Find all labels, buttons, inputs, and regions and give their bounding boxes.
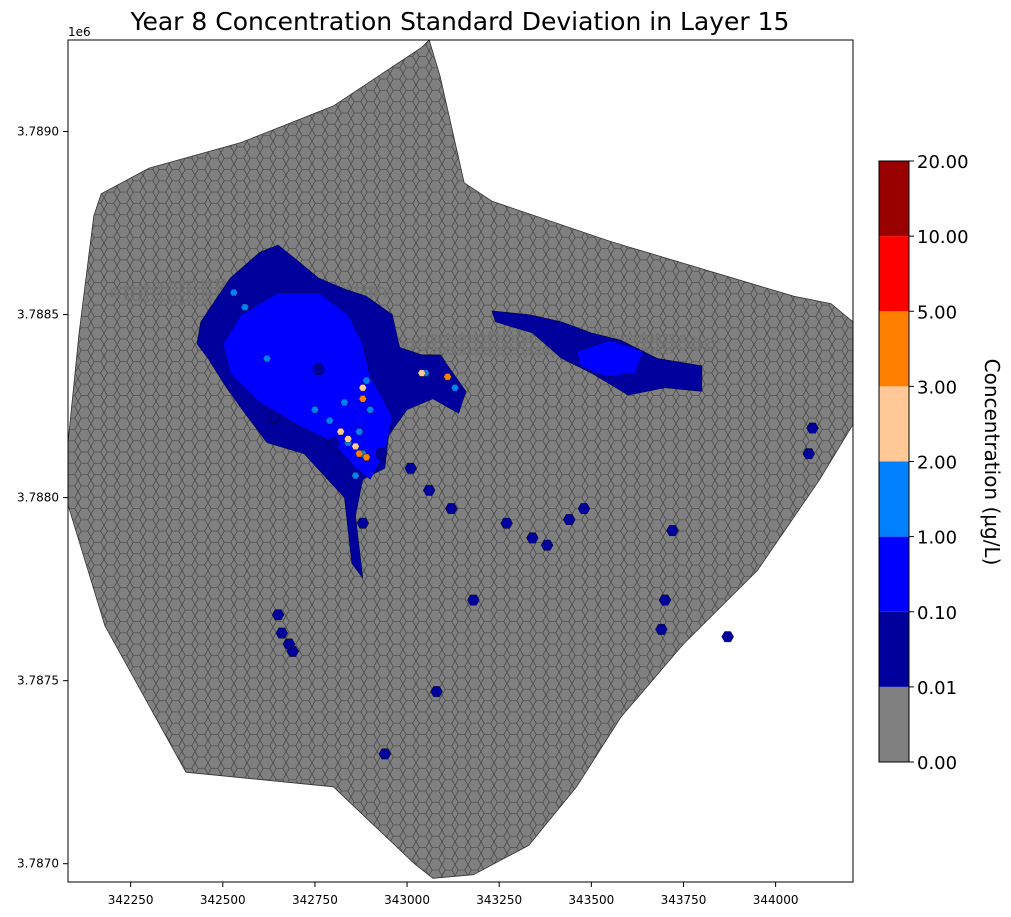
isolated-cell — [312, 364, 325, 375]
isolated-cell — [378, 748, 392, 760]
hot-cell — [417, 369, 426, 377]
isolated-cell — [526, 532, 539, 544]
hot-cell — [262, 355, 272, 362]
isolated-cell — [430, 686, 443, 697]
hot-cell — [229, 289, 238, 297]
colorbar-tick-label: 3.00 — [917, 377, 957, 398]
colorbar-segment — [879, 611, 909, 687]
isolated-cell — [275, 627, 289, 639]
isolated-cell — [422, 484, 436, 496]
colorbar-segment — [879, 236, 909, 312]
plume-region — [576, 339, 644, 378]
plot-area — [67, 39, 854, 883]
isolated-cell — [375, 448, 388, 460]
hot-cell — [355, 428, 364, 436]
hot-cell — [366, 406, 375, 414]
x-tick-label: 344000 — [753, 893, 799, 907]
x-tick-label: 343750 — [661, 893, 707, 907]
colorbar-label: Concentration (µg/L) — [980, 359, 1004, 566]
x-tick-label: 342750 — [292, 893, 338, 907]
x-axis: 342250 342500 342750 343000 343250 343500 3437… — [108, 882, 799, 907]
colorbar: 0.00 0.01 0.10 1.00 2.00 3.00 5.00 10.00 20.00 — [878, 152, 969, 774]
isolated-cell — [806, 422, 819, 434]
isolated-cell — [268, 411, 281, 423]
isolated-cell — [286, 646, 300, 657]
hot-cell — [358, 395, 367, 403]
x-tick-label: 343000 — [384, 893, 430, 907]
colorbar-tick-label: 10.00 — [917, 227, 969, 248]
colorbar-tick-label: 0.01 — [917, 678, 957, 699]
concentration-cells — [229, 289, 819, 760]
x-tick-label: 342250 — [108, 893, 154, 907]
hot-cell — [358, 384, 367, 392]
isolated-cell — [577, 503, 591, 514]
hot-cell — [240, 303, 249, 311]
y-axis: 3.7870 3.7875 3.7880 3.7885 3.7890 — [17, 125, 68, 871]
isolated-cell — [540, 539, 554, 551]
x-tick-label: 343250 — [476, 893, 522, 907]
isolated-cell — [500, 517, 513, 529]
hot-cell — [355, 450, 364, 458]
isolated-cell — [721, 631, 734, 643]
axes-frame — [67, 39, 854, 883]
colorbar-tick-label: 0.10 — [917, 603, 957, 624]
hot-cell — [336, 428, 345, 436]
hot-cell — [310, 406, 319, 414]
isolated-cell — [404, 462, 417, 474]
colorbar-tick-label: 20.00 — [917, 152, 969, 173]
isolated-cell — [802, 448, 816, 460]
x-tick-label: 343500 — [568, 893, 614, 907]
hot-cell — [362, 453, 371, 461]
colorbar-tick-label: 0.00 — [917, 753, 957, 774]
isolated-cell — [327, 437, 340, 449]
hot-cell — [443, 373, 452, 381]
isolated-cell — [356, 517, 370, 529]
isolated-cell — [562, 514, 576, 525]
hot-cell — [450, 384, 460, 392]
colorbar-segment — [879, 536, 909, 612]
hot-cell — [325, 417, 334, 425]
isolated-cell — [271, 609, 285, 621]
colorbar-segment — [879, 686, 909, 762]
chart-title: Year 8 Concentration Standard Deviation … — [130, 7, 790, 36]
colorbar-tick-label: 1.00 — [917, 528, 957, 549]
isolated-cell — [666, 525, 679, 536]
y-offset-label: 1e6 — [68, 25, 91, 39]
concentration-plumes — [196, 244, 703, 579]
colorbar-segment — [879, 461, 909, 537]
isolated-cell — [655, 624, 668, 635]
domain-mesh — [68, 40, 853, 879]
y-tick-label: 3.7890 — [17, 125, 59, 139]
isolated-cell — [658, 594, 672, 606]
hot-cell — [362, 377, 371, 384]
colorbar-segment — [879, 311, 909, 387]
y-tick-label: 3.7875 — [17, 674, 59, 688]
y-tick-label: 3.7870 — [17, 857, 59, 871]
colorbar-tick-label: 5.00 — [917, 302, 957, 323]
y-tick-label: 3.7885 — [17, 308, 59, 322]
y-tick-label: 3.7880 — [17, 491, 59, 505]
isolated-cell — [445, 503, 458, 514]
hot-cell — [351, 442, 360, 450]
isolated-cell — [467, 594, 480, 606]
hot-cell — [351, 472, 360, 480]
x-tick-label: 342500 — [200, 893, 246, 907]
colorbar-segment — [879, 386, 909, 462]
colorbar-segment — [879, 161, 909, 237]
colorbar-tick-label: 2.00 — [917, 453, 957, 474]
hot-cell — [340, 398, 349, 406]
hot-cell — [344, 435, 353, 443]
